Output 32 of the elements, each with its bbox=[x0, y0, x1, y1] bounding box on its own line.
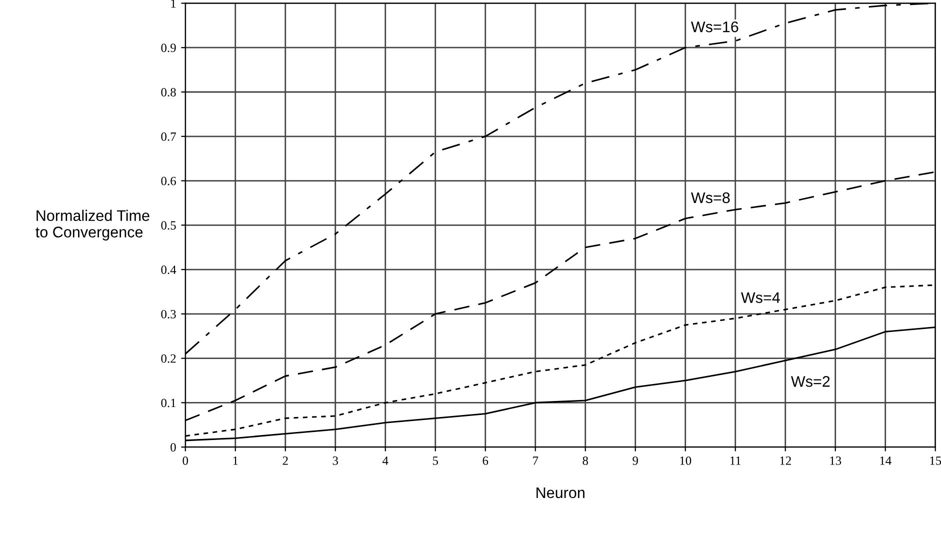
series-label: Ws=16 bbox=[690, 21, 738, 32]
x-tick-label: 13 bbox=[830, 456, 842, 465]
series-label: Ws=2 bbox=[790, 376, 830, 387]
x-tick-label: 9 bbox=[632, 456, 638, 465]
y-tick-label: 0.2 bbox=[161, 354, 176, 363]
y-tick-label: 0.6 bbox=[161, 176, 176, 186]
x-axis-title: Neuron bbox=[536, 487, 584, 498]
y-tick-label: 0.3 bbox=[161, 310, 176, 318]
y-axis-title: Normalized Time to Convergence bbox=[36, 210, 150, 240]
x-tick-label: 4 bbox=[382, 456, 388, 465]
x-tick-label: 7 bbox=[533, 456, 538, 465]
x-tick-label: 14 bbox=[880, 456, 892, 465]
y-tick-label: 0.9 bbox=[161, 44, 176, 52]
x-tick-label: 8 bbox=[582, 456, 588, 465]
y-tick-label: 0.7 bbox=[161, 132, 176, 141]
y-tick-label: 0.4 bbox=[161, 266, 176, 274]
x-tick-label: 11 bbox=[730, 456, 741, 465]
x-tick-label: 1 bbox=[233, 456, 238, 465]
x-tick-label: 10 bbox=[680, 456, 692, 465]
series-label: Ws=4 bbox=[740, 292, 780, 304]
x-tick-label: 6 bbox=[482, 456, 488, 465]
y-tick-label: 0.8 bbox=[161, 88, 176, 97]
y-tick-label: 0.1 bbox=[161, 398, 176, 408]
x-tick-label: 3 bbox=[332, 456, 338, 465]
x-tick-label: 5 bbox=[432, 456, 438, 465]
series-label: Ws=8 bbox=[690, 192, 730, 204]
x-tick-label: 0 bbox=[182, 456, 188, 465]
x-tick-label: 15 bbox=[930, 456, 941, 465]
x-tick-label: 2 bbox=[282, 456, 288, 465]
y-tick-label: 0 bbox=[170, 443, 176, 452]
x-tick-label: 12 bbox=[780, 456, 791, 465]
y-tick-label: 0.5 bbox=[161, 221, 176, 230]
